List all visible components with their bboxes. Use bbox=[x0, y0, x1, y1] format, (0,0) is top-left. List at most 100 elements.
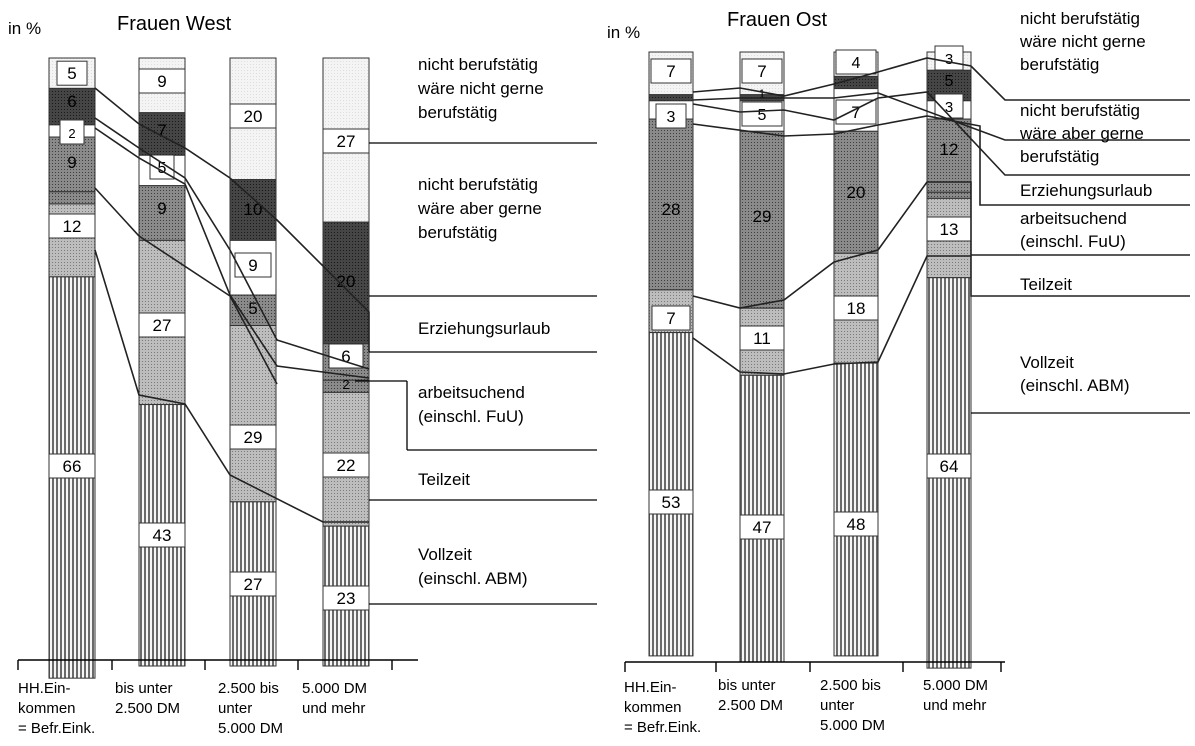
east-bar-3-value-erziehungsurlaub-box: 7 bbox=[835, 99, 877, 125]
east-bar-3-value-erziehungsurlaub: 7 bbox=[851, 103, 860, 122]
west-bar-1-value-teilzeit-box: 12 bbox=[48, 213, 96, 239]
east-legend-2: nicht berufstätig wäre aber gerne berufstä… bbox=[1019, 101, 1144, 166]
east-bar-3-value-nicht-gerne-box: 4 bbox=[835, 49, 877, 75]
east-bar-3-value-vollzeit-box: 48 bbox=[833, 511, 879, 537]
east-bar-4-value-teilzeit: 13 bbox=[940, 220, 959, 239]
west-bar-3-teilzeit bbox=[229, 325, 277, 503]
east-bar-3-vollzeit bbox=[833, 362, 879, 657]
west-bar-1-arbeitsuchend bbox=[48, 191, 96, 205]
west-bar-4-value-nicht-gerne-box: 27 bbox=[322, 128, 370, 154]
east-bar-1-value-nicht-gerne: 7 bbox=[666, 62, 675, 81]
east-bar-1-value-erziehungsurlaub-box: 3 bbox=[655, 103, 687, 129]
east-bar-2-value-erziehungsurlaub-box: 5 bbox=[741, 101, 783, 127]
east-bar-2-value-teilzeit-box: 11 bbox=[739, 325, 785, 351]
west-connector-1 bbox=[94, 87, 370, 352]
west-legend-6: Vollzeit (einschl. ABM) bbox=[418, 545, 528, 588]
west-bar-3-value-nicht-gerne: 20 bbox=[244, 107, 263, 126]
west-bar-1-value-erziehungsurlaub: 9 bbox=[67, 153, 76, 172]
west-connector-5 bbox=[94, 249, 369, 523]
west-bar-1-value-nicht-gerne: 5 bbox=[67, 64, 76, 83]
east-category-4: 5.000 DM und mehr bbox=[923, 677, 988, 714]
west-bar-2-value-nicht-gerne-box: 9 bbox=[138, 68, 186, 94]
east-chart-title: Frauen Ost bbox=[727, 9, 827, 31]
east-bar-4-value-aber-gerne: 5 bbox=[945, 73, 954, 90]
east-bar-4-extra bbox=[926, 191, 972, 199]
west-bar-3-value-vollzeit-box: 27 bbox=[229, 571, 277, 597]
west-bar-2-value-vollzeit: 43 bbox=[153, 526, 172, 545]
east-connector-3 bbox=[692, 91, 1190, 176]
west-bar-2-value-aber-gerne: 7 bbox=[157, 121, 166, 140]
east-bar-3-value-arbeitsuchend: 20 bbox=[847, 183, 866, 202]
east-legend-4: arbeitsuchend (einschl. FuU) bbox=[1020, 209, 1127, 251]
east-bar-2-value-arbeitsuchend: 29 bbox=[753, 207, 772, 226]
west-bar-2-aber-gerne bbox=[138, 112, 186, 156]
east-bar-4-value-teilzeit-box: 13 bbox=[926, 216, 972, 242]
west-bar-4-value-teilzeit: 22 bbox=[337, 456, 356, 475]
west-bar-3-value-teilzeit-box: 29 bbox=[229, 424, 277, 450]
east-unit-label: in % bbox=[607, 23, 640, 42]
east-category-3: 2.500 bis unter 5.000 DM bbox=[820, 677, 885, 734]
west-unit-label: in % bbox=[8, 19, 41, 38]
west-bar-1-value-extra: 2 bbox=[68, 126, 75, 141]
east-category-1: HH.Ein-kommen = Befr.Eink. bbox=[624, 679, 701, 736]
east-bar-4-value-nicht-gerne: 3 bbox=[945, 51, 953, 68]
west-category-1: HH.Ein-kommen = Befr.Eink. bbox=[18, 680, 95, 737]
west-bar-1-value-nicht-gerne-box: 5 bbox=[56, 60, 88, 86]
west-category-2: bis unter 2.500 DM bbox=[115, 680, 180, 717]
east-bar-2-value-vollzeit: 47 bbox=[753, 518, 772, 537]
west-bar-4-value-nicht-gerne: 27 bbox=[337, 132, 356, 151]
west-bar-1-value-vollzeit-box: 66 bbox=[48, 453, 96, 479]
west-bar-2-erziehungsurlaub bbox=[138, 185, 186, 241]
east-legend-5: Teilzeit bbox=[1020, 275, 1072, 294]
west-bar-4-value-arbeitsuchend: 2 bbox=[342, 377, 349, 392]
east-bar-2-value-nicht-gerne-box: 7 bbox=[741, 58, 783, 84]
west-bar-1-value-aber-gerne: 6 bbox=[67, 92, 76, 111]
east-bar-1-aber-gerne bbox=[648, 94, 694, 102]
east-bar-3-value-teilzeit: 18 bbox=[847, 299, 866, 318]
west-bar-4-value-erziehungsurlaub-box: 6 bbox=[328, 343, 364, 369]
west-bar-1-value-teilzeit: 12 bbox=[63, 217, 82, 236]
east-bar-1-value-teilzeit: 7 bbox=[666, 309, 675, 328]
west-bar-2-value-erziehungsurlaub: 9 bbox=[157, 199, 166, 218]
east-bar-2-value-nicht-gerne: 7 bbox=[757, 62, 766, 81]
east-bar-4-value-erziehungsurlaub: 3 bbox=[945, 99, 953, 116]
east-bar-1-value-vollzeit-box: 53 bbox=[648, 489, 694, 515]
east-connector-4 bbox=[692, 115, 1190, 206]
west-bar-3-value-erziehungsurlaub: 5 bbox=[248, 299, 257, 318]
east-bar-2-value-erziehungsurlaub: 5 bbox=[758, 107, 767, 124]
west-bar-1-value-vollzeit: 66 bbox=[63, 457, 82, 476]
east-bar-2-value-teilzeit: 11 bbox=[753, 329, 771, 348]
east-legend-3: Erziehungsurlaub bbox=[1020, 181, 1152, 200]
west-legend-5: Teilzeit bbox=[418, 470, 470, 489]
east-connector-5 bbox=[692, 181, 1190, 309]
east-connector-6 bbox=[692, 255, 1190, 375]
west-legend-3: Erziehungsurlaub bbox=[418, 319, 550, 338]
east-bar-3-value-vollzeit: 48 bbox=[847, 515, 866, 534]
west-bar-3-aber-gerne bbox=[229, 179, 277, 241]
west-bar-3-value-extra: 9 bbox=[248, 256, 257, 275]
east-bar-1-value-vollzeit: 53 bbox=[662, 493, 681, 512]
west-bar-4-value-vollzeit: 23 bbox=[337, 589, 356, 608]
west-bar-3-value-vollzeit: 27 bbox=[244, 575, 263, 594]
west-legend-2: nicht berufstätig wäre aber gerne berufstä… bbox=[417, 175, 542, 242]
west-bar-1-erziehungsurlaub bbox=[48, 136, 96, 193]
west-bar-4-value-vollzeit-box: 23 bbox=[322, 585, 370, 611]
east-bar-1-value-nicht-gerne-box: 7 bbox=[650, 58, 692, 84]
east-bar-1-value-erziehungsurlaub: 3 bbox=[667, 109, 676, 126]
east-connector-1 bbox=[692, 57, 1190, 101]
east-bar-1-value-teilzeit-box: 7 bbox=[651, 305, 691, 331]
west-category-3: 2.500 bis unter 5.000 DM bbox=[218, 680, 283, 737]
west-chart-title: Frauen West bbox=[117, 13, 232, 35]
west-bar-4-value-erziehungsurlaub: 6 bbox=[341, 347, 350, 366]
west-bar-3-value-nicht-gerne-box: 20 bbox=[229, 103, 277, 129]
west-connector-2 bbox=[94, 117, 370, 370]
chart-east: 732875371529114747201848353121364HH.Ein-… bbox=[624, 9, 1190, 736]
east-bar-1-value-arbeitsuchend: 28 bbox=[662, 200, 681, 219]
west-connector-4 bbox=[94, 187, 278, 385]
west-bar-2-value-teilzeit-box: 27 bbox=[138, 312, 186, 338]
west-bar-3-value-aber-gerne: 10 bbox=[244, 200, 263, 219]
east-legend-6: Vollzeit (einschl. ABM) bbox=[1020, 353, 1130, 395]
west-bar-2-value-teilzeit: 27 bbox=[153, 316, 172, 335]
west-connector-3 bbox=[94, 127, 370, 379]
